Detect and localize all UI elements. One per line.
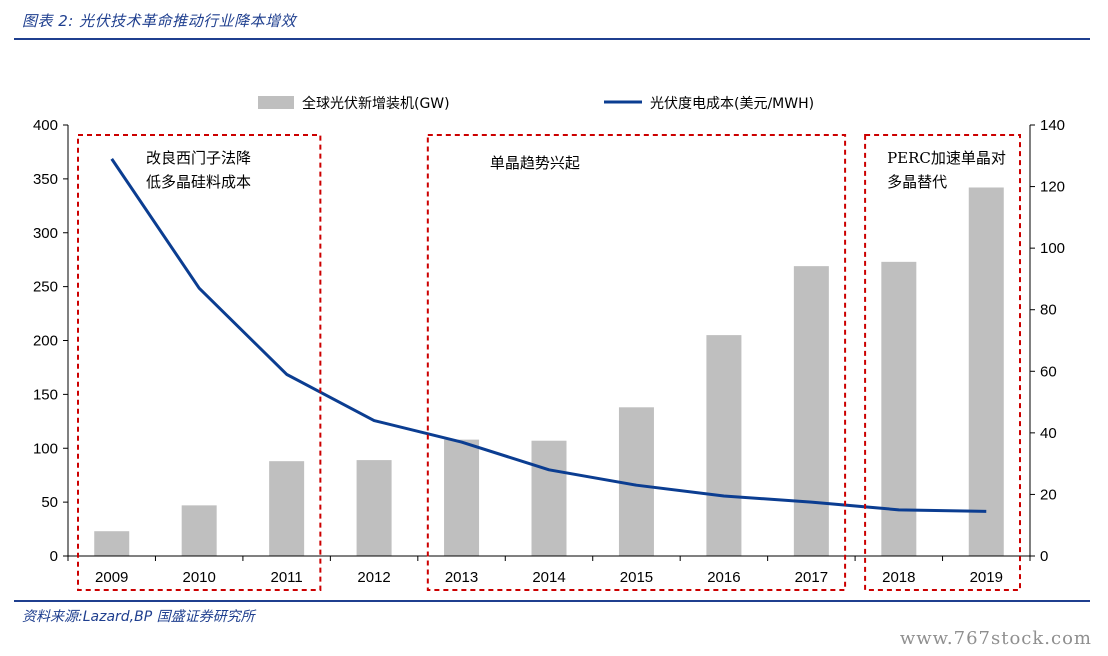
annotation-text-1: 低多晶硅料成本 (146, 173, 251, 191)
annotation-box-2 (426, 134, 847, 591)
bottom-rule (14, 600, 1090, 602)
annotation-box-3 (864, 134, 1021, 591)
y-left-tick-label: 400 (33, 117, 58, 134)
figure-title: 图表 2: 光伏技术革命推动行业降本增效 (22, 12, 297, 30)
x-tick-label: 2013 (445, 569, 478, 586)
bar-2010 (181, 505, 217, 556)
annotation-box-1 (77, 134, 322, 591)
x-tick-label: 2010 (182, 569, 215, 586)
bar-2013 (444, 439, 480, 556)
y-right-tick-label: 100 (1040, 240, 1065, 257)
y-left-tick-label: 350 (33, 171, 58, 188)
y-right-tick-label: 40 (1040, 425, 1057, 442)
y-left-tick-label: 200 (33, 333, 58, 350)
source-note: 资料来源:Lazard,BP 国盛证券研究所 (22, 609, 255, 625)
y-right-tick-label: 80 (1040, 302, 1057, 319)
x-tick-label: 2017 (795, 569, 828, 586)
y-right-tick-label: 140 (1040, 117, 1065, 134)
annotation-text-3: PERC加速单晶对 (887, 149, 1006, 167)
x-tick-label: 2009 (95, 569, 128, 586)
chart: 0 50 100 150 200 250 300 350 400 0 20 40 60 80 100 120 1… (33, 95, 1065, 591)
x-tick-label: 2015 (620, 569, 653, 586)
x-tick-label: 2014 (532, 569, 565, 586)
y-left-tick-label: 300 (33, 225, 58, 242)
bar-2019 (968, 187, 1004, 556)
x-tick-label: 2018 (882, 569, 915, 586)
legend-line-label: 光伏度电成本(美元/MWH) (650, 96, 814, 112)
annotation-text-1: 改良西门子法降 (146, 149, 251, 167)
bar-2016 (706, 335, 742, 556)
y-right-tick-label: 20 (1040, 486, 1057, 503)
annotation-text-3: 多晶替代 (887, 173, 947, 191)
y-right-tick-label: 60 (1040, 363, 1057, 380)
y-left-tick-label: 100 (33, 440, 58, 457)
annotation-text-2: 单晶趋势兴起 (490, 154, 580, 172)
bar-2017 (793, 266, 829, 556)
legend-bar-swatch (258, 96, 294, 109)
bar-2011 (269, 461, 305, 556)
legend-bar-label: 全球光伏新增装机(GW) (302, 95, 450, 112)
cost-line (110, 158, 987, 513)
bar-2014 (531, 440, 567, 556)
y-left-tick-label: 0 (50, 548, 58, 565)
bar-2012 (356, 460, 392, 556)
y-right-tick-label: 0 (1040, 548, 1048, 565)
x-tick-label: 2016 (707, 569, 740, 586)
bar-2009 (94, 531, 130, 556)
x-tick-label: 2019 (970, 569, 1003, 586)
y-left-tick-label: 250 (33, 279, 58, 296)
top-rule (14, 38, 1090, 40)
watermark: www.767stock.com (899, 628, 1092, 649)
x-tick-label: 2011 (271, 569, 303, 586)
y-left-tick-label: 50 (41, 494, 58, 511)
y-right-tick-label: 120 (1040, 179, 1065, 196)
y-left-tick-label: 150 (33, 386, 58, 403)
bar-2018 (881, 261, 917, 556)
x-tick-label: 2012 (357, 569, 390, 586)
